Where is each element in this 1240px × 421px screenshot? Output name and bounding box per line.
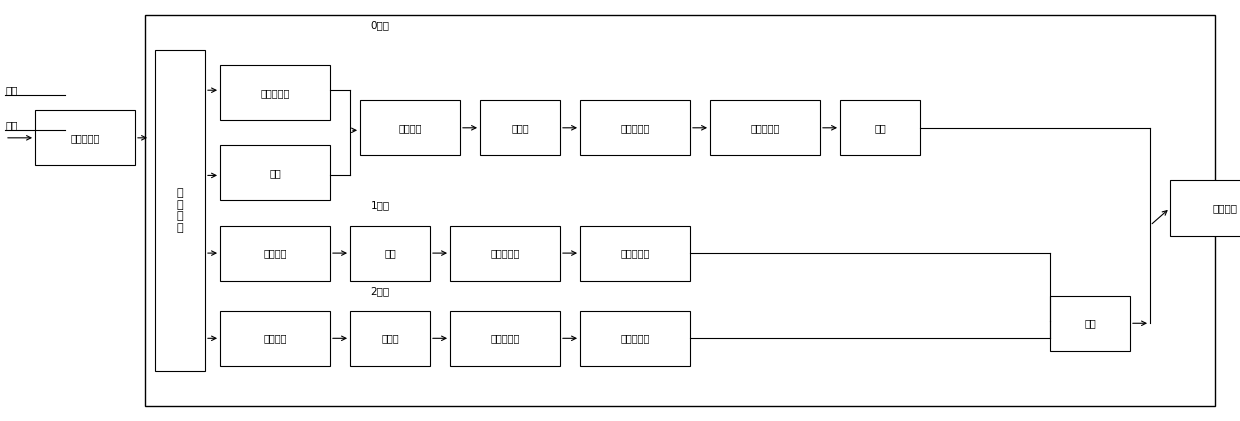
Bar (711, 100, 820, 155)
Bar (350, 311, 430, 366)
Text: 直通: 直通 (269, 168, 281, 178)
Bar (450, 311, 560, 366)
Text: 中频放大器: 中频放大器 (490, 333, 520, 343)
Text: 前置放大器: 前置放大器 (260, 88, 290, 98)
Bar (155, 50, 205, 371)
Text: 混频: 混频 (384, 248, 396, 258)
Bar (219, 226, 330, 281)
Text: 输入: 输入 (5, 120, 17, 130)
Text: 混频: 混频 (1084, 318, 1096, 328)
Text: 带通滤波器: 带通滤波器 (620, 248, 650, 258)
Bar (580, 311, 689, 366)
Bar (219, 145, 330, 200)
Bar (839, 100, 920, 155)
Text: 混频: 混频 (874, 123, 885, 133)
Bar (580, 100, 689, 155)
Bar (450, 226, 560, 281)
Bar (580, 226, 689, 281)
Text: 一混频: 一混频 (381, 333, 399, 343)
Text: 低通滤波: 低通滤波 (398, 123, 422, 133)
Bar (360, 100, 460, 155)
Text: 开关滤波: 开关滤波 (263, 333, 286, 343)
Text: 第二中频: 第二中频 (1213, 203, 1238, 213)
Text: 微
波
开
关: 微 波 开 关 (176, 188, 184, 233)
Text: 2波次: 2波次 (371, 286, 389, 296)
Text: 中频放大器: 中频放大器 (620, 123, 650, 133)
Text: 1波次: 1波次 (371, 200, 389, 210)
Text: 中频放大器: 中频放大器 (490, 248, 520, 258)
Bar (1050, 296, 1130, 351)
Bar (219, 65, 330, 120)
Text: 开关滤波: 开关滤波 (263, 248, 286, 258)
Text: 信号: 信号 (5, 85, 17, 95)
Bar (1171, 181, 1240, 236)
Bar (219, 311, 330, 366)
Bar (350, 226, 430, 281)
Text: 带通滤波器: 带通滤波器 (620, 333, 650, 343)
Bar (480, 100, 560, 155)
Text: 一混频: 一混频 (511, 123, 528, 133)
Text: 程控衰减器: 程控衰减器 (71, 133, 99, 143)
Bar (145, 15, 1215, 406)
Bar (35, 110, 135, 165)
Text: 0波次: 0波次 (371, 20, 389, 30)
Text: 带通滤波器: 带通滤波器 (750, 123, 780, 133)
